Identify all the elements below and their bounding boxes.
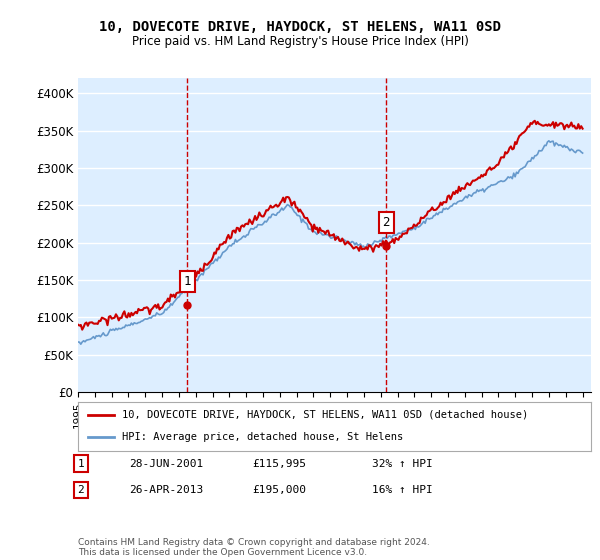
Text: 10, DOVECOTE DRIVE, HAYDOCK, ST HELENS, WA11 0SD: 10, DOVECOTE DRIVE, HAYDOCK, ST HELENS, …: [99, 20, 501, 34]
Text: 10, DOVECOTE DRIVE, HAYDOCK, ST HELENS, WA11 0SD (detached house): 10, DOVECOTE DRIVE, HAYDOCK, ST HELENS, …: [122, 410, 528, 420]
Text: Contains HM Land Registry data © Crown copyright and database right 2024.
This d: Contains HM Land Registry data © Crown c…: [78, 538, 430, 557]
Text: 1: 1: [184, 275, 191, 288]
Text: 1: 1: [77, 459, 85, 469]
Text: 16% ↑ HPI: 16% ↑ HPI: [372, 485, 433, 495]
Text: Price paid vs. HM Land Registry's House Price Index (HPI): Price paid vs. HM Land Registry's House …: [131, 35, 469, 48]
Text: HPI: Average price, detached house, St Helens: HPI: Average price, detached house, St H…: [122, 432, 403, 442]
Text: 28-JUN-2001: 28-JUN-2001: [129, 459, 203, 469]
Text: 26-APR-2013: 26-APR-2013: [129, 485, 203, 495]
Text: 32% ↑ HPI: 32% ↑ HPI: [372, 459, 433, 469]
Text: £115,995: £115,995: [252, 459, 306, 469]
Text: 2: 2: [77, 485, 85, 495]
Text: 2: 2: [383, 216, 390, 229]
Text: £195,000: £195,000: [252, 485, 306, 495]
